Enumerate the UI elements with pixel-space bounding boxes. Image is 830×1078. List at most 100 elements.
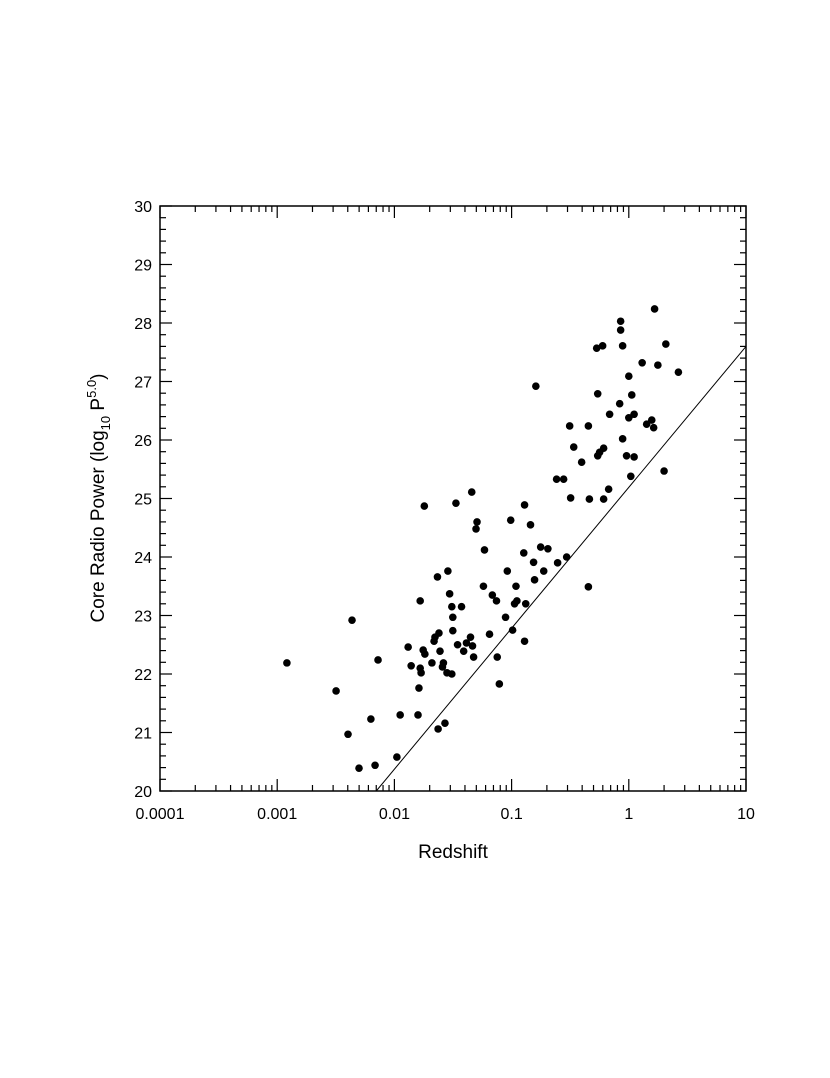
data-point (532, 382, 540, 390)
data-point (485, 630, 494, 639)
data-point (367, 715, 375, 723)
data-point (552, 475, 561, 483)
data-point (559, 475, 568, 483)
data-point (598, 342, 607, 350)
data-point (448, 670, 456, 678)
data-point (479, 582, 488, 591)
data-point (565, 422, 574, 430)
data-point (508, 626, 517, 634)
y-tick-label: 25 (134, 492, 152, 509)
data-point (615, 399, 624, 408)
data-point (421, 650, 429, 658)
data-point (618, 342, 627, 350)
data-point (435, 629, 443, 637)
data-point (414, 711, 422, 719)
data-point (592, 344, 601, 352)
data-point (512, 582, 520, 591)
data-point (569, 443, 578, 451)
x-tick-label: 0.0001 (136, 806, 185, 823)
data-point (452, 499, 460, 507)
y-tick-label: 23 (134, 609, 152, 626)
data-point (348, 616, 356, 624)
data-point (530, 576, 539, 584)
data-point (618, 435, 627, 443)
data-point (616, 317, 625, 326)
y-axis-label-part: 10 (98, 416, 113, 430)
data-point (622, 451, 631, 460)
x-tick-label: 0.01 (379, 806, 410, 823)
data-point (519, 549, 528, 557)
reference-line (375, 346, 747, 792)
data-point (521, 600, 530, 608)
x-axis-label: Redshift (418, 842, 488, 863)
data-point (513, 597, 521, 605)
data-point (626, 472, 635, 481)
y-tick-label: 24 (134, 550, 152, 567)
data-point (473, 518, 481, 526)
data-point (630, 410, 638, 419)
data-point (492, 597, 501, 605)
data-point (472, 525, 480, 533)
data-point (468, 642, 477, 650)
x-tick-label: 10 (737, 806, 755, 823)
data-point (404, 643, 412, 651)
data-point (467, 488, 476, 496)
data-point (466, 633, 475, 641)
data-point (488, 591, 497, 599)
data-point (441, 719, 449, 727)
data-point (445, 590, 454, 598)
data-point (436, 647, 444, 655)
y-tick-label: 26 (134, 433, 152, 450)
x-tick-label: 0.001 (257, 806, 297, 823)
data-point (415, 684, 423, 692)
data-point (625, 372, 633, 381)
y-tick-label: 28 (134, 316, 152, 333)
data-point (355, 764, 363, 772)
data-point (520, 501, 529, 509)
data-point (416, 597, 424, 605)
data-point (469, 653, 478, 661)
data-point (662, 340, 670, 348)
data-point (616, 326, 625, 334)
plot-frame (159, 205, 747, 792)
data-point (660, 467, 668, 475)
data-point (283, 659, 291, 667)
data-point (449, 626, 457, 635)
data-point (553, 559, 562, 567)
data-point (396, 711, 404, 719)
data-point (593, 389, 602, 398)
data-point (448, 602, 456, 611)
data-point (544, 545, 552, 553)
y-axis-label-part: P (88, 398, 109, 416)
data-point (599, 495, 608, 503)
data-point (529, 558, 538, 567)
y-tick-label: 22 (134, 667, 152, 684)
data-point (536, 543, 545, 551)
data-point (459, 647, 468, 655)
data-point (449, 613, 457, 622)
data-point (520, 637, 529, 646)
data-point (434, 725, 442, 733)
x-tick-label: 0.1 (500, 806, 522, 823)
data-point (407, 662, 415, 670)
y-tick-label: 20 (134, 784, 152, 801)
data-point (642, 420, 651, 429)
data-point (332, 687, 340, 695)
data-point (649, 423, 658, 432)
y-tick-label: 27 (134, 375, 152, 392)
data-point (393, 753, 401, 761)
data-point (605, 410, 614, 419)
x-tick-label: 1 (624, 806, 633, 823)
data-point (627, 391, 636, 399)
data-point (503, 567, 512, 575)
data-point (444, 567, 452, 575)
data-point (584, 583, 593, 591)
data-point (453, 640, 462, 649)
data-point (630, 453, 638, 461)
data-point (374, 656, 382, 664)
y-tick-label: 30 (134, 199, 152, 216)
data-point (480, 546, 489, 554)
data-point (585, 495, 594, 503)
data-point (577, 458, 586, 467)
